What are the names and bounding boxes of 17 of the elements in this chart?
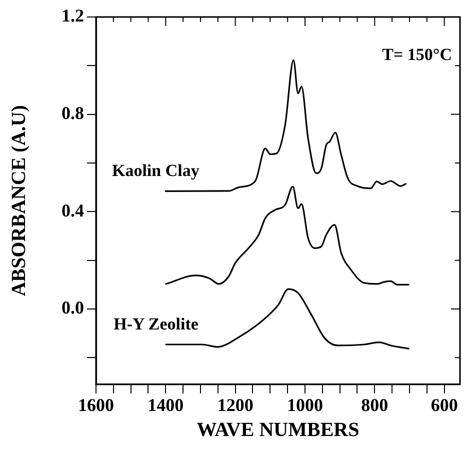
series-label: H-Y Zeolite	[114, 314, 199, 334]
x-tick-label: 1200	[217, 394, 254, 415]
x-tick-label: 1400	[148, 394, 184, 415]
y-axis-title: ABSORBANCE (A.U)	[8, 105, 30, 296]
x-tick-label: 800	[361, 394, 388, 415]
x-axis-title: WAVE NUMBERS	[196, 419, 360, 442]
x-tick-label: 600	[430, 394, 458, 415]
x-tick-label: 1000	[286, 394, 323, 415]
line-series	[164, 59, 406, 192]
series-label: Kaolin Clay	[112, 161, 200, 180]
y-tick-label: 0.0	[62, 298, 84, 318]
line-series	[165, 186, 410, 286]
y-tick-label: 0.8	[62, 102, 84, 123]
y-tick-label: 0.4	[62, 200, 84, 220]
y-tick-label: 1.2	[62, 6, 84, 26]
x-tick-label: 1600	[78, 394, 114, 415]
annotation: T= 150°C	[382, 44, 452, 64]
